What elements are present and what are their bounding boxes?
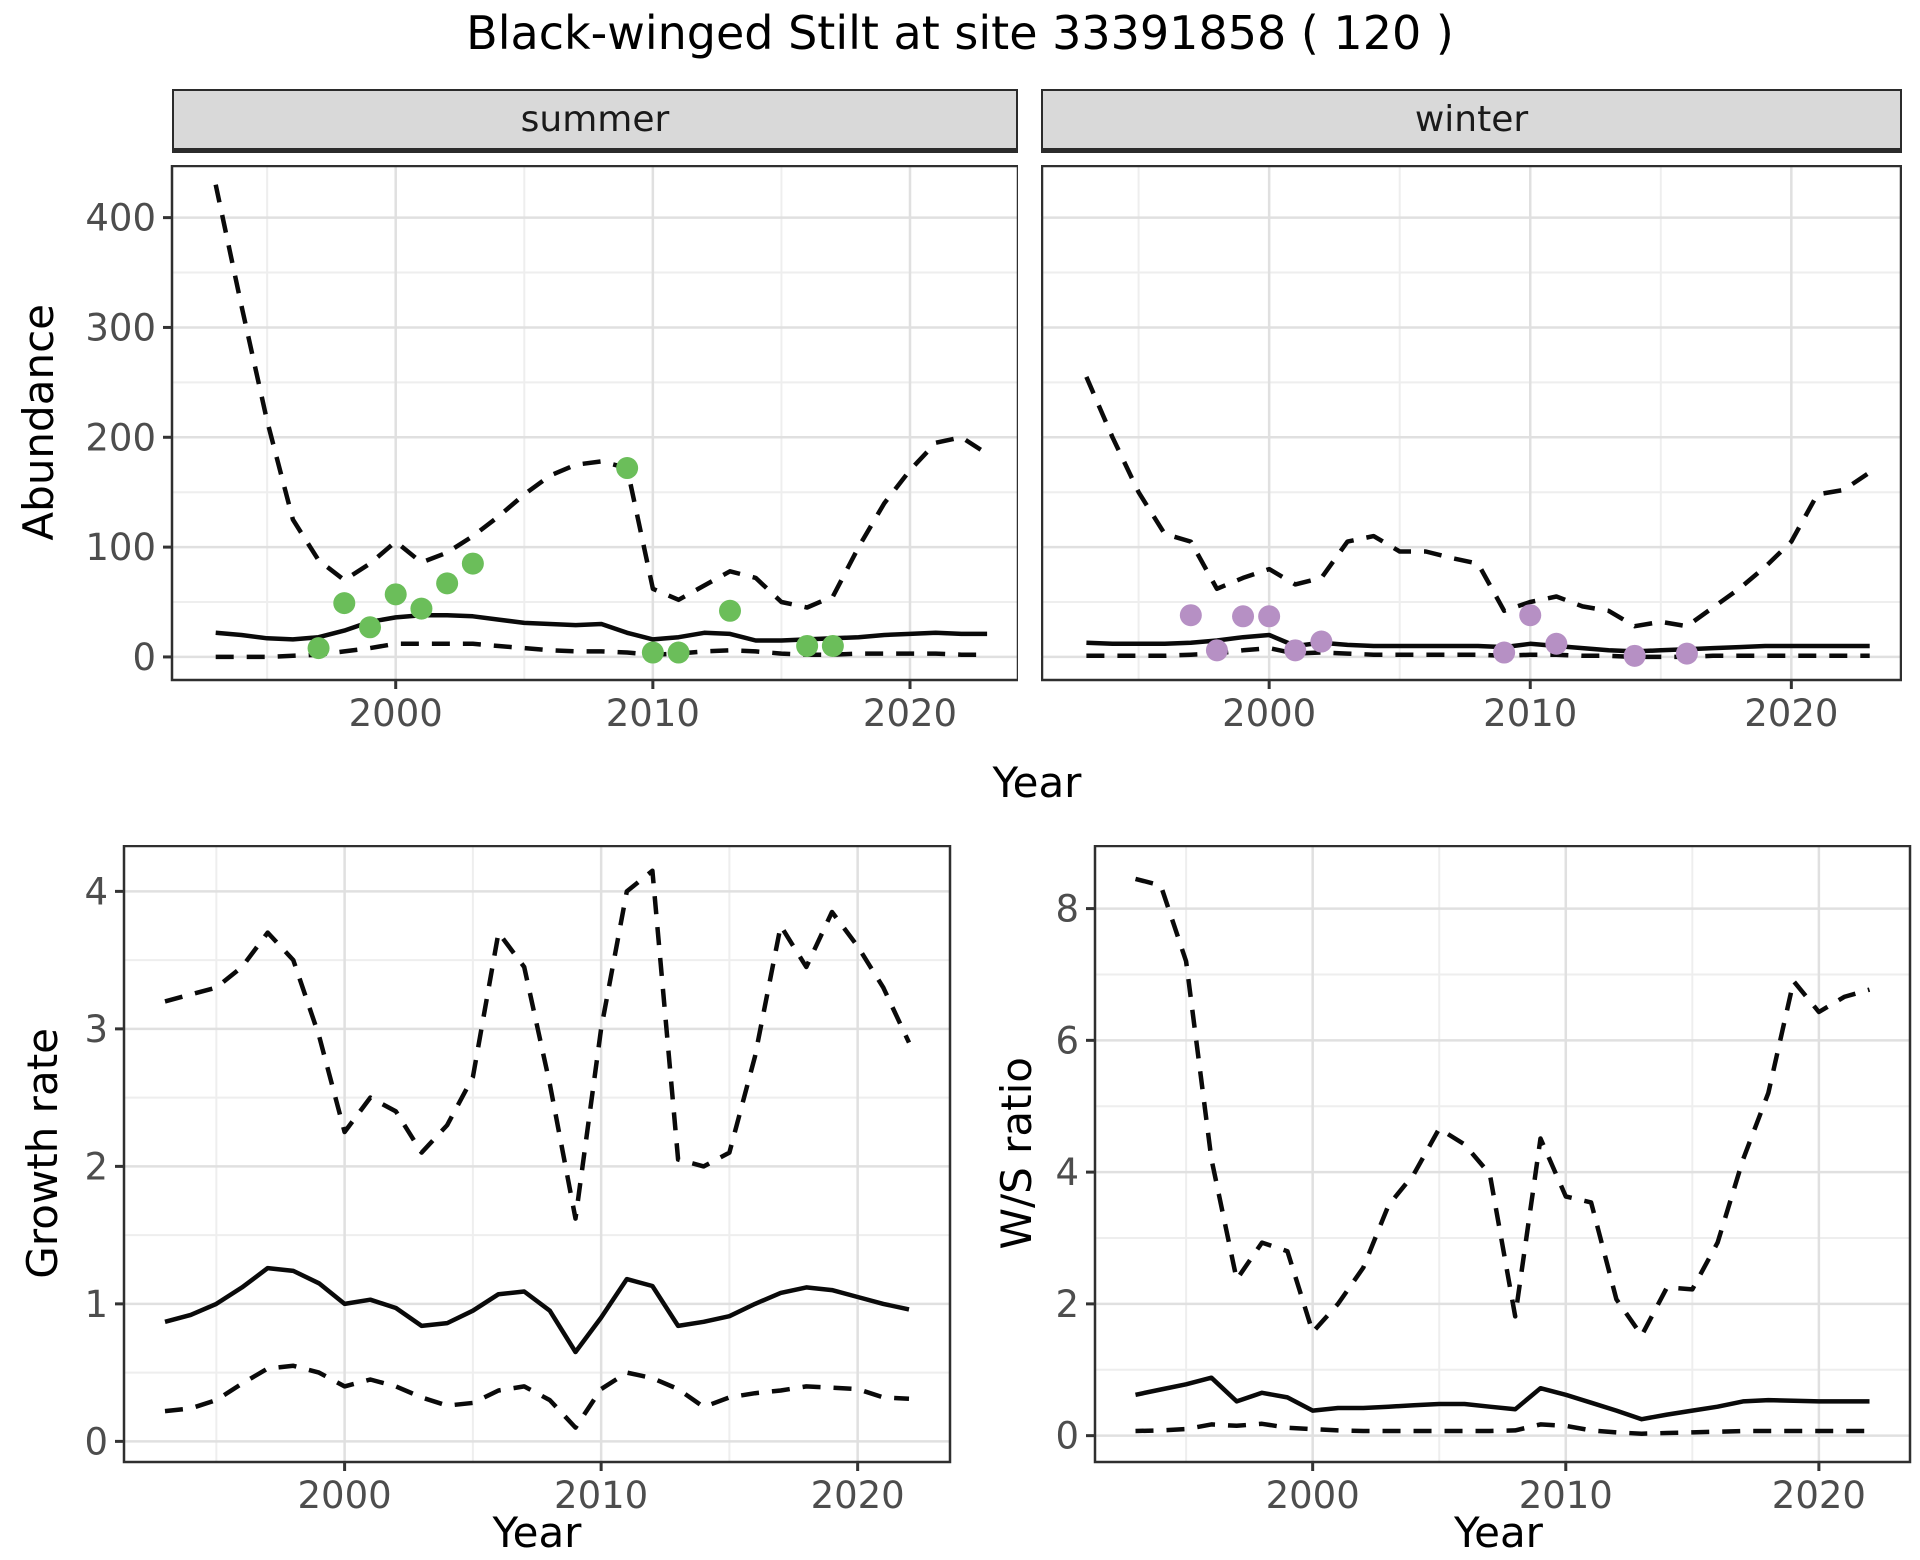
observed-point <box>1545 632 1568 655</box>
x-tick-label: 2000 <box>298 1474 392 1517</box>
ws-ratio-mean-line <box>1135 1375 1870 1422</box>
y-tick-label: 0 <box>1055 1415 1079 1458</box>
panel-background <box>172 166 1018 680</box>
observed-point <box>1519 604 1542 627</box>
x-tick-label: 2010 <box>1519 1474 1613 1517</box>
observed-point <box>410 597 433 620</box>
chart-title: Black-winged Stilt at site 33391858 ( 12… <box>466 6 1454 60</box>
y-tick-label: 8 <box>1055 888 1079 931</box>
observed-point <box>616 457 639 480</box>
x-axis-label-top: Year <box>992 758 1082 807</box>
observed-point <box>461 552 484 575</box>
panel-background <box>124 846 950 1462</box>
observed-point <box>1284 639 1307 662</box>
observed-point <box>1675 642 1698 665</box>
y-tick-label: 4 <box>1055 1151 1079 1194</box>
panel-background <box>1095 846 1910 1462</box>
y-tick-label: 200 <box>85 416 156 459</box>
y-tick-label: 0 <box>84 1420 108 1463</box>
observed-point <box>384 583 407 606</box>
winter-abundance-upper_95ci-line <box>1084 376 1871 629</box>
observed-point <box>1493 641 1516 664</box>
observed-point <box>436 572 459 595</box>
facet-strip-summer-label: summer <box>520 99 670 140</box>
y-tick-label: 400 <box>85 197 156 240</box>
y-tick-label: 4 <box>84 870 108 913</box>
panel-border <box>170 165 1018 682</box>
summer-abundance-plot: 2000 2010 2020 0 100 200 300 400 <box>85 165 1018 735</box>
winter-abundance-plot: 2000 2010 2020 <box>1041 165 1902 735</box>
observed-point <box>1232 605 1255 628</box>
x-tick-label: 2020 <box>811 1474 905 1517</box>
observed-point <box>1623 644 1646 667</box>
x-tick-label: 2020 <box>863 692 957 735</box>
summer-abundance-lower_95ci-line <box>215 641 988 660</box>
x-tick-label: 2010 <box>1483 692 1577 735</box>
observed-point <box>796 634 819 657</box>
growth-rate-plot: 2000 2010 2020 0 1 2 3 4 <box>84 845 952 1517</box>
ws-ratio-plot: 2000 2010 2020 0 2 4 6 8 <box>1055 845 1912 1517</box>
facet-strip-winter-label: winter <box>1414 99 1529 140</box>
y-tick-label: 6 <box>1055 1019 1079 1062</box>
observed-point <box>1179 604 1202 627</box>
y-tick-label: 2 <box>1055 1283 1079 1326</box>
x-tick-label: 2020 <box>1744 692 1838 735</box>
observed-point <box>821 634 844 657</box>
ws-ratio-upper_95ci-line <box>1134 876 1871 1338</box>
observed-point <box>1310 630 1333 653</box>
observed-point <box>667 641 690 664</box>
observed-point <box>641 641 664 664</box>
panel-border <box>1041 165 1902 682</box>
y-tick-label: 300 <box>85 306 156 349</box>
x-tick-label: 2000 <box>349 692 443 735</box>
observed-point <box>719 599 741 622</box>
x-tick-label: 2010 <box>554 1474 648 1517</box>
observed-point <box>1205 639 1228 662</box>
x-tick-label: 2000 <box>1266 1474 1360 1517</box>
y-tick-label: 2 <box>84 1145 108 1188</box>
panel-background <box>1042 166 1901 680</box>
facet-strip-summer: summer <box>172 89 1018 153</box>
growth-rate-upper_95ci-line <box>164 868 912 1221</box>
observed-point <box>333 592 356 615</box>
y-axis-label-abundance: Abundance <box>13 304 63 541</box>
x-axis-label-growth: Year <box>492 1508 582 1557</box>
y-tick-label: 100 <box>85 526 156 569</box>
observed-point <box>1258 605 1281 628</box>
growth-rate-mean-line <box>164 1265 910 1355</box>
x-axis-label-ws: Year <box>1454 1508 1543 1557</box>
x-tick-label: 2010 <box>606 692 700 735</box>
x-tick-label: 2020 <box>1772 1474 1866 1517</box>
y-tick-label: 1 <box>84 1283 108 1326</box>
x-tick-label: 2000 <box>1222 692 1316 735</box>
facet-strip-winter: winter <box>1041 89 1902 153</box>
observed-point <box>359 616 381 639</box>
panel-border <box>1093 845 1912 1464</box>
summer-abundance-mean-line <box>215 612 988 643</box>
observed-point <box>307 637 330 660</box>
y-tick-label: 3 <box>84 1008 108 1051</box>
growth-rate-lower_95ci-line <box>164 1363 910 1430</box>
y-tick-label: 0 <box>132 636 156 679</box>
panel-border <box>122 845 952 1464</box>
